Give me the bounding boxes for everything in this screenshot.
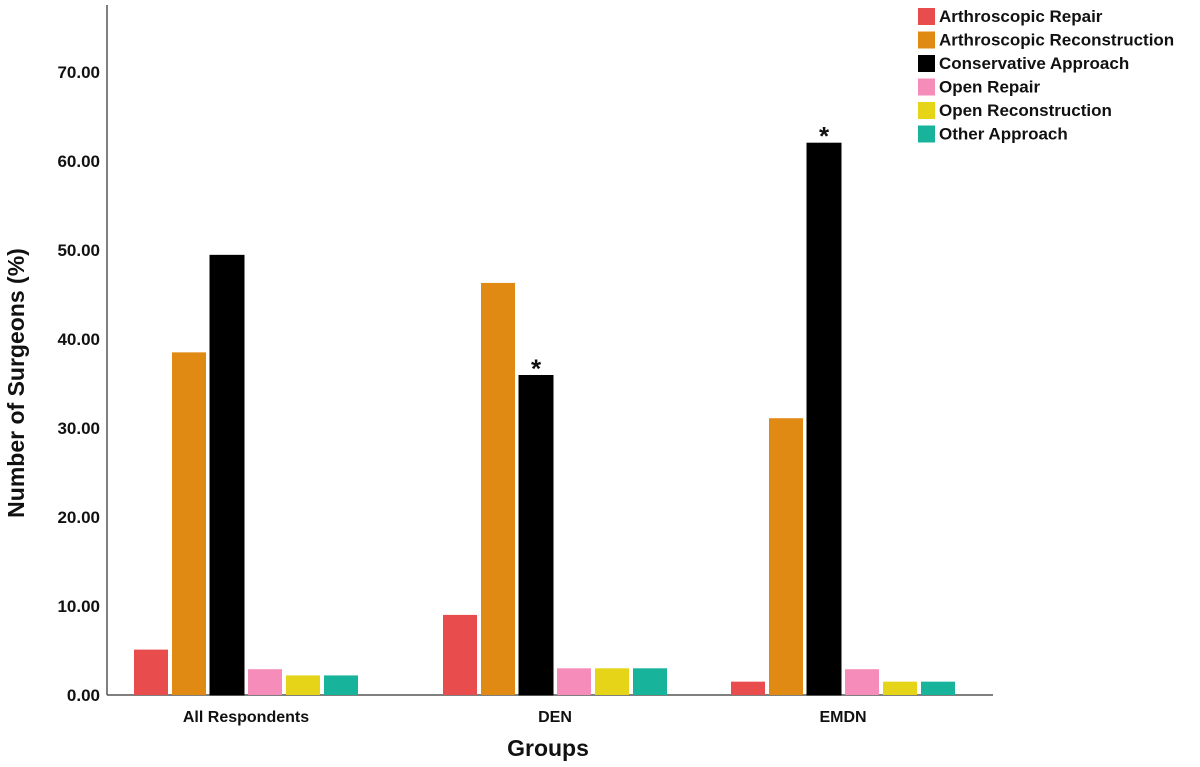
bar — [731, 681, 765, 695]
category-label: EMDN — [819, 709, 866, 726]
legend-label: Open Reconstruction — [939, 101, 1112, 120]
y-tick-label: 30.00 — [57, 419, 100, 438]
bar — [518, 374, 554, 696]
y-tick-label: 10.00 — [57, 597, 100, 616]
bar — [443, 614, 477, 695]
category-label: All Respondents — [183, 709, 309, 726]
y-axis-title: Number of Surgeons (%) — [3, 248, 29, 518]
bar — [209, 254, 245, 696]
legend-swatch — [918, 102, 935, 119]
y-tick-label: 70.00 — [57, 63, 100, 82]
category-labels: All Respondents DEN EMDN — [183, 709, 867, 726]
legend-label: Conservative Approach — [939, 54, 1129, 73]
bar — [481, 282, 515, 695]
legend-swatch — [918, 31, 935, 49]
bar — [769, 418, 803, 695]
legend-label: Other Approach — [939, 125, 1068, 144]
legend-swatch — [918, 125, 935, 143]
y-tick-label: 20.00 — [57, 508, 100, 527]
bar — [134, 649, 168, 695]
legend-swatch — [918, 8, 935, 25]
bar — [845, 669, 879, 695]
bar — [324, 675, 358, 695]
y-tick-label: 40.00 — [57, 330, 100, 349]
annotations: ** — [531, 121, 830, 383]
y-tick-label: 60.00 — [57, 152, 100, 171]
category-label: DEN — [538, 709, 572, 726]
bar — [806, 142, 842, 696]
y-tick-label: 0.00 — [67, 686, 100, 705]
bar — [248, 669, 282, 695]
legend-label: Open Repair — [939, 78, 1040, 97]
significance-asterisk: * — [531, 353, 542, 383]
legend-label: Arthroscopic Repair — [939, 7, 1103, 26]
bars — [134, 142, 955, 696]
bar — [883, 681, 917, 695]
legend-swatch — [918, 55, 935, 72]
bar — [557, 668, 591, 695]
bar — [921, 681, 955, 695]
legend-swatch — [918, 78, 935, 96]
y-tick-label: 50.00 — [57, 241, 100, 260]
x-axis-title: Groups — [507, 735, 589, 761]
bar — [633, 668, 667, 695]
bar — [172, 352, 206, 695]
bar — [595, 668, 629, 695]
significance-asterisk: * — [819, 121, 830, 151]
bar — [286, 675, 320, 695]
y-tick-labels: 0.00 10.00 20.00 30.00 40.00 50.00 60.00 70.00 — [57, 63, 100, 705]
legend: Arthroscopic Repair Arthroscopic Reconstr… — [918, 7, 1174, 144]
legend-label: Arthroscopic Reconstruction — [939, 31, 1174, 50]
